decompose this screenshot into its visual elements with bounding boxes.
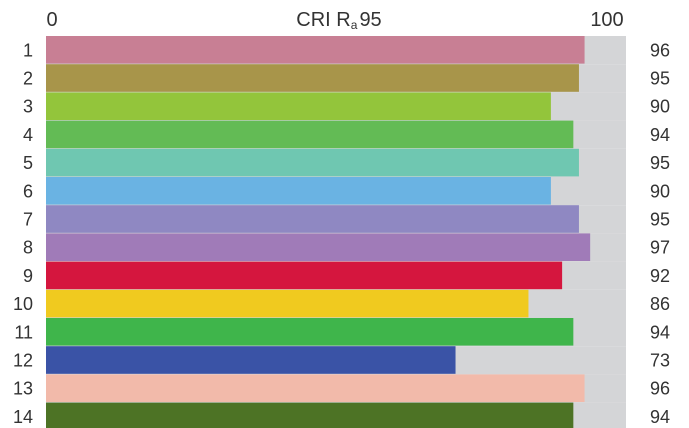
value-label-5: 95 (650, 153, 670, 173)
value-label-group: 96 95 90 94 95 90 95 97 92 86 94 73 96 94 (650, 40, 670, 427)
chart-title-subscript: a (351, 18, 358, 32)
value-label-11: 94 (650, 322, 670, 342)
category-label-14: 14 (13, 407, 33, 427)
value-label-13: 96 (650, 379, 670, 399)
bar-4 (46, 120, 574, 149)
bar-10 (46, 289, 529, 318)
bar-3 (46, 92, 551, 120)
chart-title-main: CRI R (296, 9, 350, 31)
value-label-6: 90 (650, 181, 670, 201)
category-label-7: 7 (23, 210, 33, 230)
category-label-13: 13 (13, 379, 33, 399)
category-label-12: 12 (13, 351, 33, 371)
category-label-4: 4 (23, 125, 33, 145)
bar-13 (46, 374, 585, 402)
category-label-5: 5 (23, 153, 33, 173)
category-label-6: 6 (23, 181, 33, 201)
value-label-12: 73 (650, 351, 670, 371)
category-label-3: 3 (23, 97, 33, 117)
category-label-9: 9 (23, 266, 33, 286)
bar-1 (46, 36, 585, 64)
value-label-1: 96 (650, 40, 670, 60)
bar-5 (46, 148, 579, 177)
value-label-7: 95 (650, 210, 670, 230)
bar-11 (46, 318, 574, 346)
category-label-10: 10 (13, 294, 33, 314)
bar-12 (46, 346, 456, 374)
bar-14 (46, 402, 574, 428)
category-label-2: 2 (23, 69, 33, 89)
value-label-2: 95 (650, 69, 670, 89)
x-tick-label-max: 100 (590, 9, 623, 31)
chart-bar-group (46, 36, 591, 428)
bar-2 (46, 64, 579, 92)
value-label-3: 90 (650, 97, 670, 117)
bar-6 (46, 177, 551, 205)
category-label-11: 11 (14, 322, 33, 342)
chart-title-value: 95 (359, 9, 381, 31)
bar-7 (46, 205, 579, 233)
category-label-1: 1 (23, 40, 33, 60)
bar-8 (46, 233, 591, 261)
bar-9 (46, 261, 563, 290)
value-label-10: 86 (650, 294, 670, 314)
chart-title: CRI Ra 95 (296, 9, 381, 32)
value-label-8: 97 (650, 238, 670, 258)
x-tick-label-min: 0 (46, 9, 57, 31)
value-label-14: 94 (650, 407, 670, 427)
category-label-8: 8 (23, 238, 33, 258)
value-label-4: 94 (650, 125, 670, 145)
value-label-9: 92 (650, 266, 670, 286)
